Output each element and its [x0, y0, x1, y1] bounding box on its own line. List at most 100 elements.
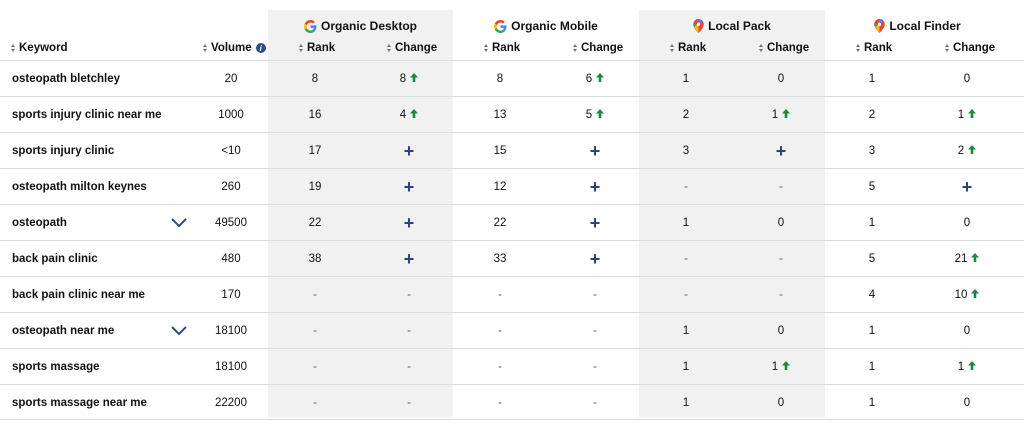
sort-om-change[interactable]: Change: [572, 38, 623, 58]
rank-value: 15: [493, 144, 507, 157]
change-value: 4: [399, 108, 407, 121]
lf-rank-cell: 3: [825, 133, 919, 168]
od-change-cell: -: [362, 349, 456, 384]
om-change-cell: +: [548, 205, 642, 240]
om-change-cell: -: [548, 277, 642, 312]
table-row[interactable]: back pain clinic 480 38 +33 + - - 5 21: [0, 240, 1024, 276]
om-rank-cell: 15: [453, 133, 547, 168]
arrow-up-icon: [596, 72, 605, 85]
od-rank-cell: -: [268, 385, 362, 420]
table-row[interactable]: back pain clinic near me 170 - - - - - - 4 10: [0, 276, 1024, 312]
change-value: 10: [954, 288, 968, 301]
plus-icon: +: [961, 176, 973, 197]
om-change-cell: -: [548, 313, 642, 348]
om-change-cell: +: [548, 133, 642, 168]
change-value: -: [593, 288, 597, 301]
change-value: -: [779, 288, 783, 301]
change-value: -: [593, 360, 597, 373]
om-rank-cell: -: [453, 313, 547, 348]
local-finder-column-bg: [825, 10, 1010, 417]
keyword-cell: osteopath milton keynes: [12, 180, 147, 193]
lp-rank-cell: 1: [639, 385, 733, 420]
arrow-up-icon: [971, 288, 980, 301]
rank-value: 22: [308, 216, 322, 229]
table-row[interactable]: sports injury clinic near me 1000 16 4 13 5 2 1…: [0, 96, 1024, 132]
table-row[interactable]: sports massage near me 22200 - - - - 1 0 1 0: [0, 384, 1024, 420]
group-organic-mobile-label: Organic Mobile: [511, 19, 598, 33]
keyword-cell: sports massage: [12, 360, 100, 373]
keyword-cell: sports injury clinic near me: [12, 108, 162, 121]
sort-lp-change[interactable]: Change: [758, 38, 809, 58]
lf-rank-cell: 1: [825, 205, 919, 240]
change-value: -: [407, 288, 411, 301]
rank-value: 5: [868, 252, 876, 265]
table-row[interactable]: sports injury clinic <10 17 +15 +3 +3 2: [0, 132, 1024, 168]
om-rank-cell: 8: [453, 61, 547, 96]
lf-rank-cell: 5: [825, 241, 919, 276]
rank-value: 4: [868, 288, 876, 301]
volume-cell: 170: [221, 288, 241, 301]
volume-cell: 18100: [215, 324, 247, 337]
lp-rank-cell: -: [639, 277, 733, 312]
sort-od-change[interactable]: Change: [386, 38, 437, 58]
lp-rank-cell: 1: [639, 205, 733, 240]
rank-value: -: [498, 396, 502, 409]
arrow-up-icon: [410, 72, 419, 85]
rank-value: 1: [868, 396, 876, 409]
sort-volume[interactable]: Volume i: [202, 38, 266, 58]
change-header-label: Change: [581, 42, 624, 54]
rank-value: 1: [868, 72, 876, 85]
rank-header-label: Rank: [678, 42, 707, 54]
lf-change-cell: 0: [920, 313, 1014, 348]
keyword-cell: osteopath bletchley: [12, 72, 120, 85]
chevron-down-icon[interactable]: [170, 324, 188, 338]
lf-change-cell: 0: [920, 61, 1014, 96]
lf-change-cell: 0: [920, 385, 1014, 420]
change-value: -: [593, 396, 597, 409]
rank-value: 3: [682, 144, 690, 157]
table-row[interactable]: osteopath near me 18100 - - - - 1 0 1 0: [0, 312, 1024, 348]
volume-cell: 1000: [218, 108, 244, 121]
lp-change-cell: 1: [734, 97, 828, 132]
lp-change-cell: 0: [734, 61, 828, 96]
sort-od-rank[interactable]: Rank: [298, 38, 335, 58]
sort-icon: [758, 44, 764, 52]
lp-change-cell: -: [734, 241, 828, 276]
info-icon[interactable]: i: [255, 43, 266, 53]
od-rank-cell: 17: [268, 133, 362, 168]
lf-rank-cell: 2: [825, 97, 919, 132]
change-value: -: [407, 324, 411, 337]
rank-value: -: [684, 288, 688, 301]
lf-rank-cell: 4: [825, 277, 919, 312]
rank-value: -: [684, 252, 688, 265]
table-row[interactable]: sports massage 18100 - - - - 1 1 1 1: [0, 348, 1024, 384]
change-value: 0: [963, 396, 971, 409]
table-row[interactable]: osteopath bletchley 20 8 8 8 6 1 0 1 0: [0, 60, 1024, 96]
od-change-cell: 4: [362, 97, 456, 132]
sort-keyword[interactable]: Keyword: [10, 38, 68, 58]
od-change-cell: -: [362, 385, 456, 420]
rank-header-label: Rank: [307, 42, 336, 54]
change-value: 1: [957, 108, 965, 121]
om-change-cell: -: [548, 385, 642, 420]
sort-icon: [669, 44, 675, 52]
table-row[interactable]: osteopath milton keynes 260 19 +12 + - - 5 +: [0, 168, 1024, 204]
rank-value: -: [313, 360, 317, 373]
arrow-up-icon: [596, 108, 605, 121]
sort-om-rank[interactable]: Rank: [483, 38, 520, 58]
om-rank-cell: -: [453, 349, 547, 384]
sort-lf-rank[interactable]: Rank: [855, 38, 892, 58]
sort-lp-rank[interactable]: Rank: [669, 38, 706, 58]
table-row[interactable]: osteopath 49500 22 +22 +1 0 1 0: [0, 204, 1024, 240]
rank-value: 33: [493, 252, 507, 265]
lp-change-cell: 0: [734, 313, 828, 348]
sort-lf-change[interactable]: Change: [944, 38, 995, 58]
change-value: 1: [771, 108, 779, 121]
change-value: -: [593, 324, 597, 337]
arrow-up-icon: [782, 108, 791, 121]
google-icon: [303, 19, 317, 33]
lp-rank-cell: -: [639, 169, 733, 204]
rank-value: 16: [308, 108, 322, 121]
volume-cell: 260: [221, 180, 241, 193]
chevron-down-icon[interactable]: [170, 216, 188, 230]
